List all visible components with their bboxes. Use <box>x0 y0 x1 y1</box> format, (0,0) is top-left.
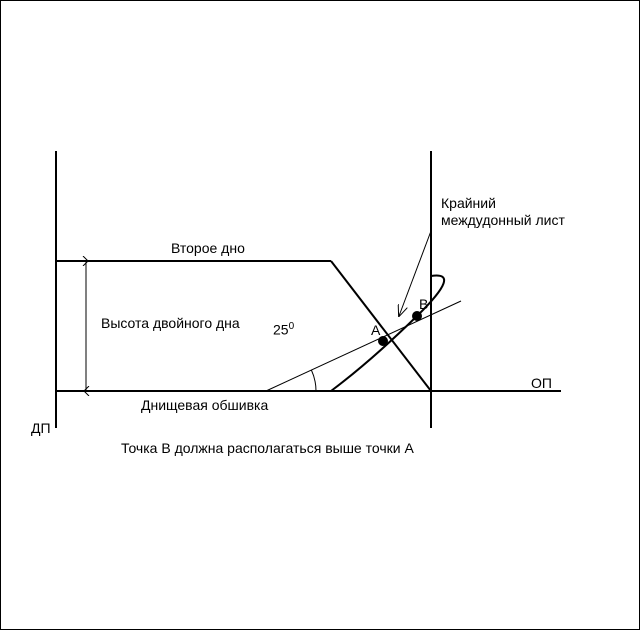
diagram-svg <box>1 1 640 630</box>
label-op: ОП <box>531 376 552 391</box>
label-height: Высота двойного дна <box>101 316 240 331</box>
label-pt-b: В <box>419 297 428 312</box>
label-pt-a: А <box>371 323 380 338</box>
angle-value: 25 <box>273 322 289 338</box>
label-angle: 250 <box>273 321 294 338</box>
angle-deg-sup: 0 <box>289 321 295 332</box>
label-top-deck: Второе дно <box>171 241 245 256</box>
caption: Точка В должна располагаться выше точки … <box>121 441 414 456</box>
label-bottom: Днищевая обшивка <box>141 398 268 413</box>
diagram-stage: Второе дно Высота двойного дна Днищевая … <box>0 0 640 630</box>
label-ext-2: междудонный лист <box>441 213 565 228</box>
label-dp: ДП <box>31 421 51 436</box>
label-ext-1: Крайний <box>441 196 496 211</box>
